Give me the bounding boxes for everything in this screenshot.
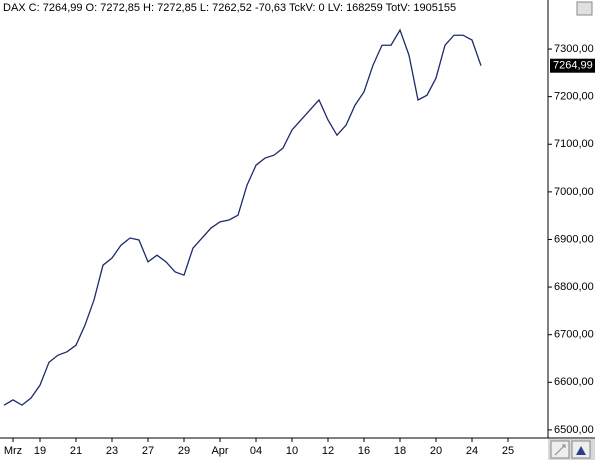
y-tick-label: 6500,00 <box>554 424 594 436</box>
x-tick-label: 12 <box>322 445 334 457</box>
x-tick-label: Mrz <box>4 445 22 457</box>
quote-header: DAX C: 7264,99 O: 7272,85 H: 7272,85 L: … <box>3 2 456 14</box>
x-tick-label: 24 <box>466 445 478 457</box>
x-tick-label: 29 <box>178 445 190 457</box>
y-tick-label: 6800,00 <box>554 281 594 293</box>
tool-icon <box>576 446 586 455</box>
x-tick-label: 20 <box>430 445 442 457</box>
x-tick-label: 18 <box>394 445 406 457</box>
x-tick-label: 10 <box>286 445 298 457</box>
x-tick-label: 23 <box>106 445 118 457</box>
x-tick-label: 04 <box>250 445 262 457</box>
y-tick-label: 7200,00 <box>554 91 594 103</box>
x-tick-label: 21 <box>70 445 82 457</box>
x-tick-label: 25 <box>502 445 514 457</box>
y-tick-label: 7000,00 <box>554 186 594 198</box>
x-tick-label: 19 <box>34 445 46 457</box>
y-tick-label: 7300,00 <box>554 43 594 55</box>
y-tick-label: 6700,00 <box>554 329 594 341</box>
y-tick-label: 7100,00 <box>554 138 594 150</box>
last-price-label: 7264,99 <box>553 60 593 72</box>
y-tick-label: 6900,00 <box>554 233 594 245</box>
y-tick-label: 6600,00 <box>554 376 594 388</box>
x-tick-label: Apr <box>211 445 228 457</box>
price-line <box>3 28 482 406</box>
x-tick-label: 27 <box>142 445 154 457</box>
tool-icon <box>554 444 566 456</box>
x-tick-label: 16 <box>358 445 370 457</box>
last-price-box <box>550 58 595 73</box>
corner-button[interactable] <box>576 1 593 16</box>
